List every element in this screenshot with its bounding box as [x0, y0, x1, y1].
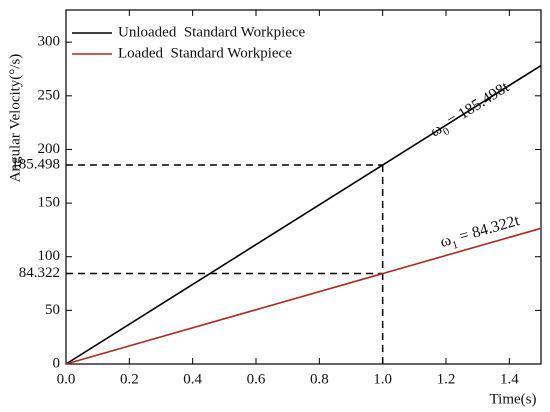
annotation-subscript: 0: [441, 125, 452, 138]
series-line: [65, 64, 542, 365]
annotation-text: = 84.322t: [454, 212, 522, 247]
y-tick-label: 50: [45, 302, 60, 318]
reference-label: 84.322: [19, 265, 60, 281]
x-tick-label: 0.8: [310, 371, 329, 387]
plot-frame: [65, 9, 542, 365]
y-tick-label: 200: [38, 141, 61, 157]
x-tick-label: 0.4: [183, 371, 202, 387]
x-tick-label: 1.4: [500, 371, 519, 387]
annotation: ω0 = 185.498t: [427, 78, 514, 143]
y-tick-label: 250: [38, 87, 61, 103]
y-tick-label: 100: [38, 248, 61, 264]
legend-label: Loaded Standard Workpiece: [118, 45, 292, 61]
x-tick-label: 1.0: [373, 371, 392, 387]
x-tick-label: 0.0: [57, 371, 76, 387]
annotation: ω1 = 84.322t: [438, 212, 523, 255]
x-tick-label: 0.2: [120, 371, 139, 387]
y-tick-label: 0: [53, 355, 61, 371]
y-tick-label: 300: [38, 34, 61, 50]
x-tick-label: 1.2: [437, 371, 456, 387]
x-axis-label: Time(s): [490, 391, 537, 407]
annotation-text: = 185.498t: [441, 78, 513, 132]
series-line: [65, 227, 542, 365]
y-axis-label: Angular Velocity(°/s): [7, 54, 23, 183]
annotation-subscript: 1: [451, 238, 460, 251]
annotation-symbol: ω: [438, 231, 453, 250]
x-tick-label: 0.6: [247, 371, 266, 387]
y-tick-label: 150: [38, 195, 61, 211]
legend-label: Unloaded Standard Workpiece: [118, 24, 306, 40]
reference-label: 185.498: [11, 156, 60, 172]
